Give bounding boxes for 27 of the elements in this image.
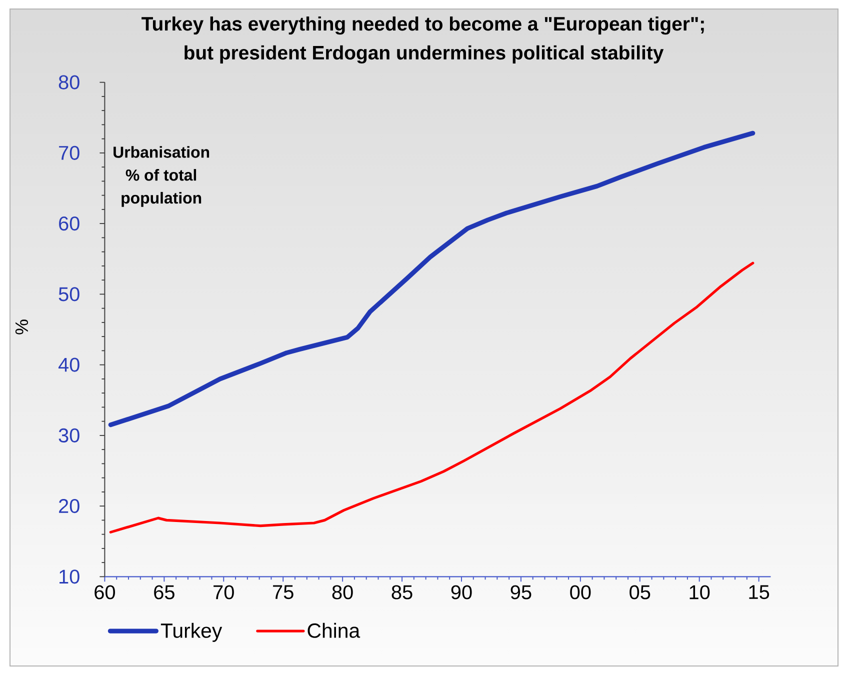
line-series <box>109 262 754 534</box>
legend-label: China <box>308 622 360 638</box>
x-tick-label: 10 <box>690 585 710 600</box>
x-tick-label: 00 <box>570 585 591 600</box>
y-tick-label: 40 <box>58 358 80 372</box>
x-tick-label: 80 <box>332 585 353 600</box>
y-tick-label: 10 <box>60 570 80 584</box>
annotation: Urbanisation % of total population <box>114 146 210 207</box>
y-tick-label: 30 <box>58 428 80 442</box>
y-tick-label: 80 <box>58 75 80 90</box>
y-axis-title: % <box>15 320 28 334</box>
x-tick-label: 95 <box>510 585 532 600</box>
y-tick-label: 20 <box>59 499 80 514</box>
x-tick-label: 60 <box>94 585 115 600</box>
x-tick-label: 05 <box>630 585 650 600</box>
chart-title: Turkey has everything needed to become a "European tiger"; but president Erdogan undermines political stability <box>142 16 704 64</box>
x-tick-label: 15 <box>749 585 770 600</box>
x-tick-label: 75 <box>273 585 294 600</box>
y-tick-label: 60 <box>59 216 80 231</box>
x-tick-label: 70 <box>214 585 234 600</box>
y-tick-label: 50 <box>58 287 80 302</box>
legend-label: Turkey <box>160 622 222 642</box>
x-tick-label: 90 <box>451 585 472 600</box>
x-tick-label: 65 <box>154 585 174 600</box>
x-tick-label: 85 <box>392 585 412 600</box>
y-tick-label: 70 <box>59 146 80 160</box>
line-series <box>108 130 756 428</box>
